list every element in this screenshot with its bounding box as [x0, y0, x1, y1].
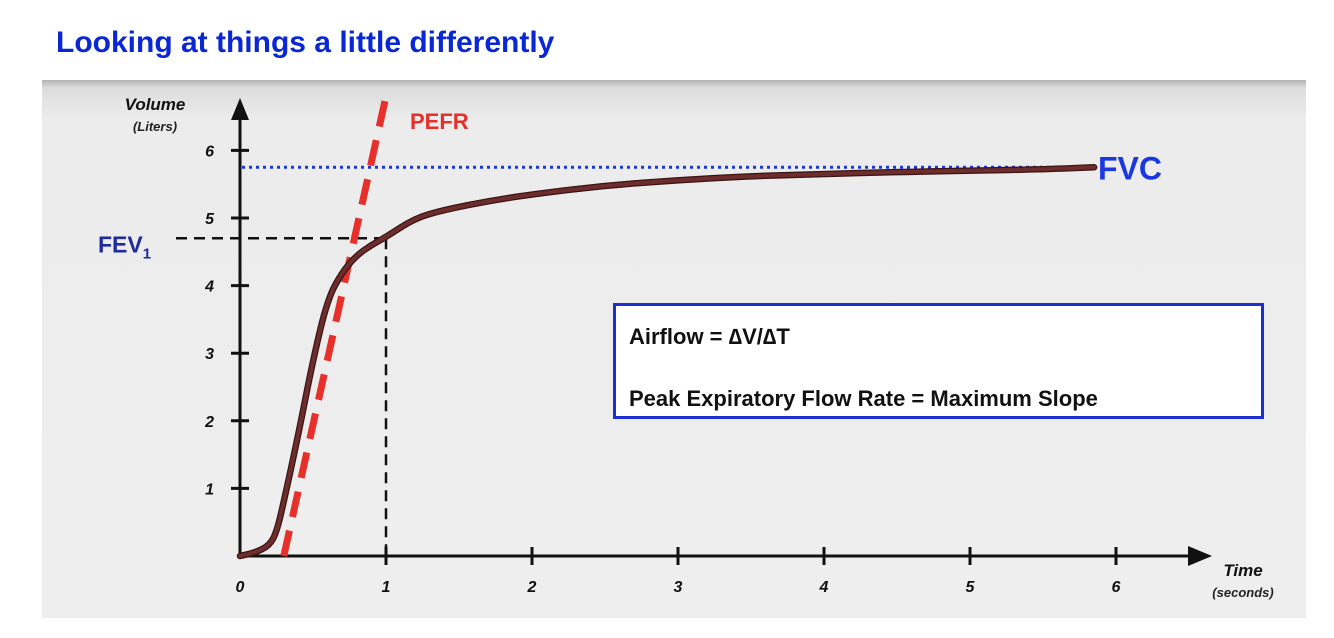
y-tick-label: 5	[205, 211, 215, 228]
formula-box: Airflow = ∆V/∆T Peak Expiratory Flow Rat…	[613, 303, 1264, 419]
y-tick-label: 3	[205, 346, 214, 363]
x-tick-label: 1	[382, 579, 391, 596]
x-tick-label: 5	[966, 579, 976, 596]
pefr-definition: Peak Expiratory Flow Rate = Maximum Slop…	[629, 386, 1098, 411]
x-tick-label: 0	[236, 579, 245, 596]
y-tick-label: 4	[204, 279, 214, 296]
fvc-label: FVC	[1098, 150, 1162, 186]
pefr-label: PEFR	[410, 109, 469, 134]
y-tick-label: 6	[205, 143, 214, 160]
slide-title: Looking at things a little differently	[56, 26, 555, 59]
airflow-formula: Airflow = ∆V/∆T	[629, 324, 790, 349]
y-tick-label: 2	[204, 414, 214, 431]
fev1-label: FEV1	[98, 231, 151, 262]
x-tick-label: 6	[1112, 579, 1121, 596]
volume-curve	[238, 165, 1097, 558]
y-axis-unit: (Liters)	[133, 119, 177, 134]
y-axis-label: Volume	[125, 95, 186, 114]
y-axis-arrow	[231, 98, 249, 120]
x-axis-unit: (seconds)	[1212, 585, 1273, 600]
x-axis-arrow	[1188, 546, 1212, 566]
curve-layer	[236, 164, 1098, 560]
x-tick-label: 4	[819, 579, 829, 596]
reference-lines	[176, 95, 1084, 557]
y-tick-label: 1	[205, 481, 214, 498]
chart-labels: 0 1 2 3 4 5 6 1 2 3 4 5 6 Volume (Liters) Time (seconds)…	[98, 95, 1274, 600]
axes	[231, 98, 1212, 566]
x-axis-label: Time	[1223, 561, 1262, 580]
x-tick-label: 3	[674, 579, 683, 596]
pefr-line	[280, 95, 390, 557]
x-tick-label: 2	[527, 579, 537, 596]
